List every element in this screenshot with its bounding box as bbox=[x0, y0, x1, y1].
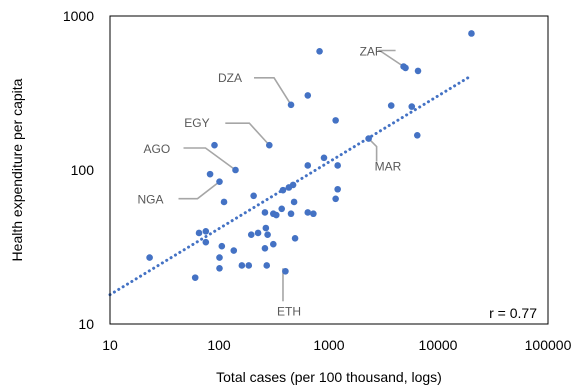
data-point bbox=[413, 132, 421, 139]
correlation-label: r = 0.77 bbox=[489, 305, 537, 321]
tick-layer: 1000 100 10 10 100 1000 10000 100000 bbox=[63, 8, 572, 353]
data-point bbox=[232, 166, 239, 174]
trendline bbox=[108, 74, 473, 297]
data-point bbox=[468, 30, 475, 37]
annotation-leader-line bbox=[368, 137, 378, 162]
data-point bbox=[304, 209, 312, 216]
data-point bbox=[245, 262, 253, 269]
data-point bbox=[261, 209, 269, 216]
annotation-leader-line bbox=[178, 181, 220, 200]
y-axis-title: Health expenditure per capita bbox=[9, 78, 25, 261]
data-point bbox=[332, 195, 339, 203]
data-point bbox=[216, 178, 223, 185]
data-point bbox=[304, 92, 312, 99]
annotation-label: DZA bbox=[218, 71, 242, 85]
data-point bbox=[263, 262, 271, 269]
data-point bbox=[247, 231, 255, 239]
data-point bbox=[261, 245, 269, 252]
point-layer bbox=[146, 30, 475, 281]
data-point bbox=[211, 141, 218, 149]
data-point bbox=[387, 102, 395, 109]
data-point bbox=[334, 185, 341, 193]
data-point bbox=[310, 210, 317, 218]
trendline-layer bbox=[108, 74, 473, 297]
annotation-leader-line bbox=[376, 49, 405, 68]
x-tick-label: 10000 bbox=[419, 337, 458, 353]
data-point bbox=[278, 205, 286, 213]
data-point bbox=[270, 240, 277, 248]
data-point bbox=[272, 211, 280, 219]
data-point bbox=[195, 229, 203, 237]
annotation-layer: ZAF DZA EGY AGO NGA MAR ETH bbox=[138, 44, 405, 318]
data-point bbox=[254, 229, 262, 237]
data-point bbox=[316, 47, 323, 55]
annotation-label: EGY bbox=[184, 116, 209, 130]
data-point bbox=[287, 210, 295, 218]
y-tick-label: 10 bbox=[78, 316, 94, 332]
data-point bbox=[332, 117, 339, 124]
data-point bbox=[238, 262, 246, 269]
annotation-leader-line bbox=[254, 77, 292, 106]
annotation-label: ETH bbox=[277, 304, 301, 318]
annotation-label: ZAF bbox=[360, 44, 383, 58]
annotation-label: NGA bbox=[138, 193, 164, 207]
data-point bbox=[264, 231, 271, 239]
x-tick-label: 100000 bbox=[525, 337, 572, 353]
data-point bbox=[218, 242, 226, 250]
data-point bbox=[408, 103, 416, 110]
data-point bbox=[220, 198, 228, 206]
data-point bbox=[216, 264, 223, 272]
data-point bbox=[285, 184, 293, 191]
annotation-label: MAR bbox=[375, 160, 402, 174]
plot-frame bbox=[109, 15, 549, 325]
data-point bbox=[191, 274, 199, 281]
annotation-leader-line bbox=[225, 122, 270, 146]
x-tick-label: 100 bbox=[207, 337, 231, 353]
data-point bbox=[262, 224, 270, 232]
data-point bbox=[206, 170, 214, 178]
data-point bbox=[287, 101, 295, 109]
data-point bbox=[402, 64, 409, 72]
y-tick-label: 1000 bbox=[63, 8, 94, 24]
x-axis-title: Total cases (per 100 thousand, logs) bbox=[216, 369, 442, 385]
x-tick-label: 1000 bbox=[313, 337, 344, 353]
data-point bbox=[282, 267, 289, 275]
data-point bbox=[291, 235, 299, 242]
data-point bbox=[202, 238, 210, 246]
data-point bbox=[146, 254, 153, 261]
annotation-label: AGO bbox=[144, 142, 171, 156]
y-tick-label: 100 bbox=[71, 162, 95, 178]
data-point bbox=[414, 67, 422, 75]
data-point bbox=[230, 247, 238, 254]
data-point bbox=[279, 186, 287, 194]
data-point bbox=[334, 162, 341, 169]
data-point bbox=[304, 162, 312, 169]
data-point bbox=[202, 227, 210, 235]
data-point bbox=[266, 141, 273, 149]
annotation-leader-line bbox=[183, 147, 236, 171]
data-point bbox=[216, 254, 223, 261]
data-point bbox=[365, 135, 372, 142]
data-point bbox=[290, 198, 298, 206]
data-point bbox=[250, 192, 257, 200]
x-tick-label: 10 bbox=[102, 337, 118, 353]
data-point bbox=[320, 154, 328, 162]
